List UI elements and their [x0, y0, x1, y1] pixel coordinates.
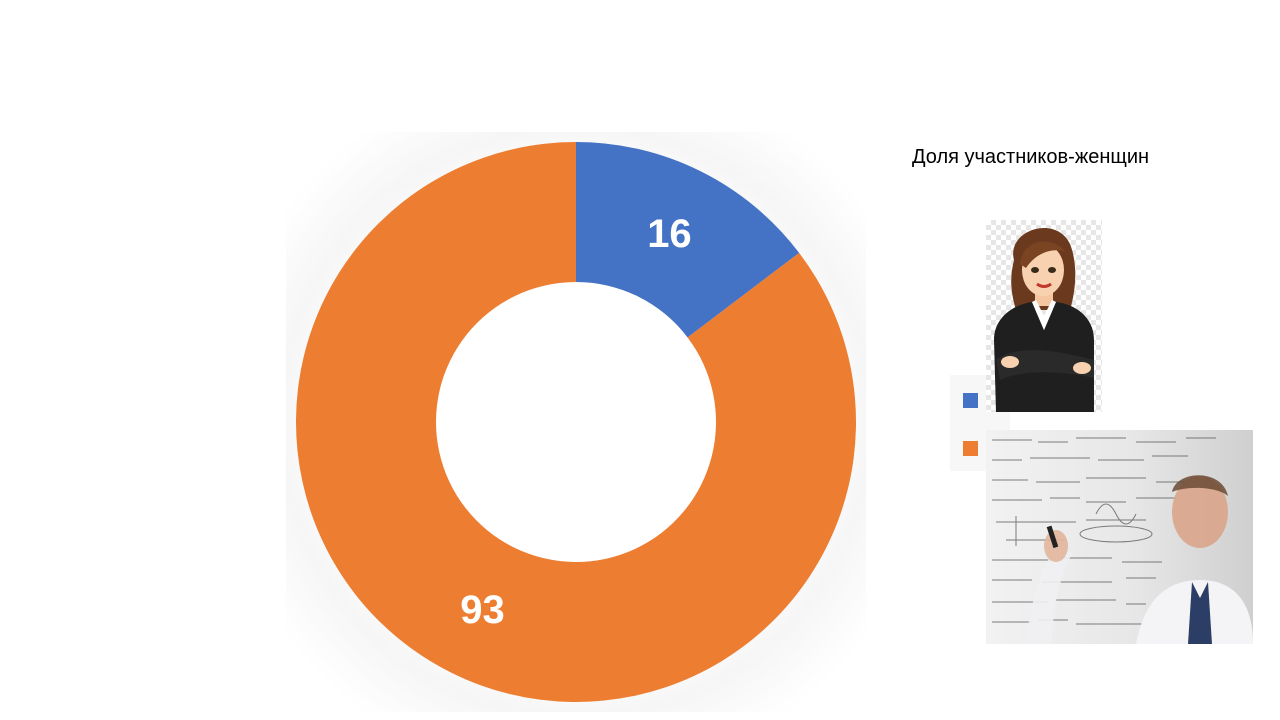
- chart-area: 16 93: [286, 132, 866, 712]
- businesswoman-illustration: [986, 220, 1102, 412]
- data-label-2: 93: [460, 588, 505, 632]
- donut-slice-2: [296, 142, 857, 702]
- legend-swatch-series-2: [963, 441, 978, 456]
- businesswoman-icon: [994, 227, 1094, 412]
- formula-board-icon: [992, 437, 1253, 644]
- chart-title: Доля участников-женщин: [912, 146, 1150, 168]
- donut-slice-1: [576, 142, 800, 338]
- legend-swatch-series-1: [963, 393, 978, 408]
- man-writing-formulas-photo: [986, 430, 1253, 644]
- data-label-1: 16: [647, 212, 692, 256]
